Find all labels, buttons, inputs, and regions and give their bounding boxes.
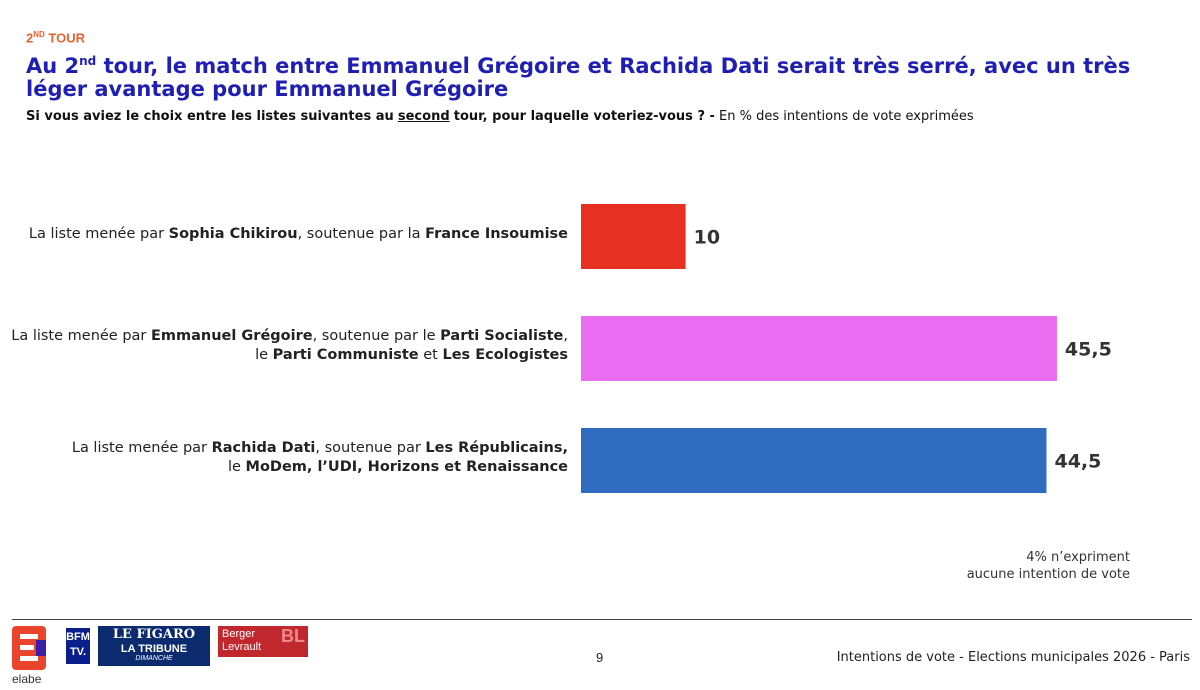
figaro-tribune-logo: LE FIGARO LA TRIBUNE DIMANCHE <box>98 626 210 666</box>
label-segment: La liste menée par <box>71 440 212 456</box>
question-end: tour, pour laquelle voteriez-vous ? - <box>453 109 715 124</box>
label-segment: le <box>255 347 273 363</box>
footer-caption: Intentions de vote - Elections municipal… <box>836 650 1190 665</box>
note-line-1: 4% n’expriment <box>1026 550 1130 565</box>
elabe-wordmark: elabe <box>12 672 42 686</box>
bar-2 <box>581 428 1047 493</box>
label-segment: Sophia Chikirou <box>168 226 298 242</box>
row-label-line-2: le Parti Communiste et Les Ecologistes <box>11 346 568 365</box>
question-unit: En % des intentions de vote exprimées <box>719 109 974 124</box>
label-segment: Parti Socialiste <box>440 328 564 344</box>
label-segment: Emmanuel Grégoire <box>151 328 313 344</box>
page-title: Au 2nd tour, le match entre Emmanuel Gré… <box>26 54 1131 101</box>
bar-value-label: 45,5 <box>1065 339 1112 361</box>
row-label-line-1: La liste menée par Emmanuel Grégoire, so… <box>11 327 568 346</box>
note-line-2: aucune intention de vote <box>966 567 1130 582</box>
bar-value-label: 10 <box>694 227 720 249</box>
footer-divider <box>12 619 1192 620</box>
bar-chart: 10 45,5 44,5 <box>581 204 1112 493</box>
label-segment: France Insoumise <box>425 226 568 242</box>
label-segment: Les Ecologistes <box>442 347 568 363</box>
row-label-line-2: le MoDem, l’UDI, Horizons et Renaissance <box>72 458 568 477</box>
row-label-gregoire: La liste menée par Emmanuel Grégoire, so… <box>11 327 568 365</box>
section-tag: 2ND TOUR <box>26 30 86 46</box>
row-label-chikirou: La liste menée par Sophia Chikirou, sout… <box>29 225 568 244</box>
elabe-logo <box>12 626 46 670</box>
label-segment: , soutenue par le <box>312 328 441 344</box>
label-segment: , soutenue par <box>315 440 426 456</box>
no-intention-note: 4% n’expriment aucune intention de vote <box>960 549 1130 583</box>
question-text: Si vous aviez le choix entre les listes … <box>26 109 394 124</box>
label-segment: Parti Communiste <box>272 347 419 363</box>
label-segment: MoDem, l’UDI, Horizons et Renaissance <box>245 459 568 475</box>
label-segment: et <box>418 347 443 363</box>
berger-levrault-logo: Berger Levrault BL <box>218 626 308 657</box>
label-segment: Rachida Dati <box>211 440 316 456</box>
label-segment: La liste menée par <box>28 226 169 242</box>
page-number: 9 <box>596 650 604 665</box>
row-label-line-1: La liste menée par Sophia Chikirou, sout… <box>29 225 568 244</box>
row-label-dati: La liste menée par Rachida Dati, soutenu… <box>72 439 568 477</box>
label-segment: Les Républicains, <box>425 440 568 456</box>
label-segment: le <box>227 459 246 475</box>
bar-value-label: 44,5 <box>1054 451 1101 473</box>
bfm-tv-logo: BFM TV. <box>66 628 90 664</box>
bar-0 <box>581 204 686 269</box>
row-label-line-1: La liste menée par Rachida Dati, soutenu… <box>72 439 568 458</box>
label-segment: , <box>563 328 568 344</box>
label-segment: , soutenue par la <box>297 226 426 242</box>
question-underlined: second <box>397 109 450 124</box>
question-subtitle: Si vous aviez le choix entre les listes … <box>26 109 974 124</box>
bar-1 <box>581 316 1057 381</box>
label-segment: La liste menée par <box>11 328 151 344</box>
